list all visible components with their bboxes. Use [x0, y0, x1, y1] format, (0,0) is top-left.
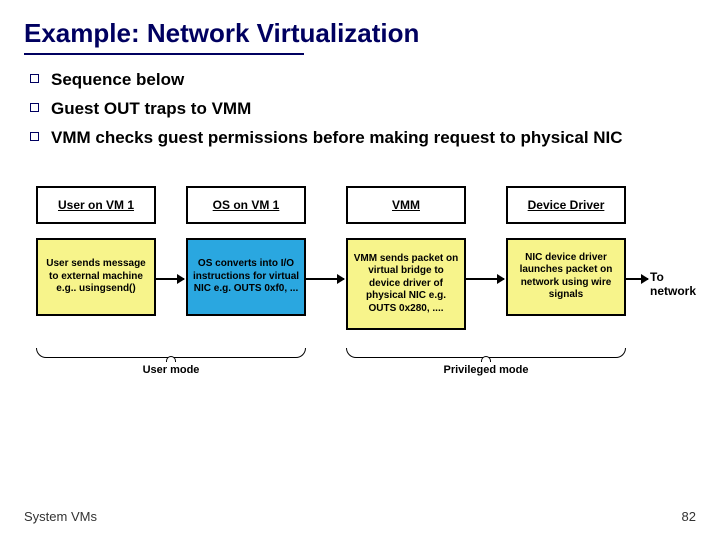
- bullet-item: Sequence below: [30, 69, 696, 92]
- footer-label: System VMs: [24, 509, 97, 524]
- mode-brace: User mode: [36, 348, 306, 376]
- brace-curve-icon: [346, 348, 626, 358]
- arrow-icon: [466, 278, 504, 280]
- bullet-list: Sequence below Guest OUT traps to VMM VM…: [30, 69, 696, 150]
- flow-step: OS converts into I/O instructions for vi…: [186, 238, 306, 316]
- brace-label: User mode: [36, 364, 306, 376]
- flow-step: User sends message to external machine e…: [36, 238, 156, 316]
- bullet-text: Sequence below: [51, 69, 184, 92]
- flow-header: Device Driver: [506, 186, 626, 224]
- title-underline: [24, 53, 304, 55]
- flow-step: VMM sends packet on virtual bridge to de…: [346, 238, 466, 330]
- bullet-text: VMM checks guest permissions before maki…: [51, 127, 623, 150]
- bullet-icon: [30, 74, 39, 83]
- brace-curve-icon: [36, 348, 306, 358]
- to-network-label: To network: [650, 270, 696, 298]
- bullet-item: VMM checks guest permissions before maki…: [30, 127, 696, 150]
- mode-brace: Privileged mode: [346, 348, 626, 376]
- flow-diagram: User on VM 1 User sends message to extern…: [24, 186, 696, 426]
- flow-header: OS on VM 1: [186, 186, 306, 224]
- bullet-icon: [30, 103, 39, 112]
- flow-header: VMM: [346, 186, 466, 224]
- bullet-text: Guest OUT traps to VMM: [51, 98, 251, 121]
- page-number: 82: [682, 509, 696, 524]
- arrow-icon: [306, 278, 344, 280]
- arrow-icon: [156, 278, 184, 280]
- bullet-item: Guest OUT traps to VMM: [30, 98, 696, 121]
- flow-step: NIC device driver launches packet on net…: [506, 238, 626, 316]
- slide-title: Example: Network Virtualization: [24, 18, 696, 49]
- flow-header: User on VM 1: [36, 186, 156, 224]
- brace-label: Privileged mode: [346, 364, 626, 376]
- bullet-icon: [30, 132, 39, 141]
- arrow-icon: [626, 278, 648, 280]
